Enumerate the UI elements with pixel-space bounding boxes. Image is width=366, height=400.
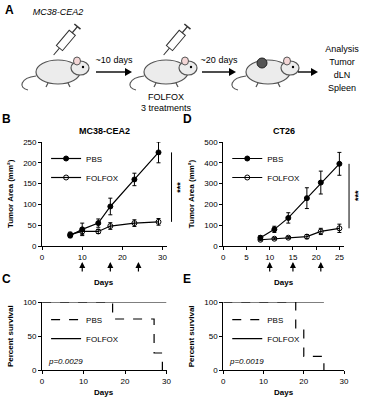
svg-text:100: 100 bbox=[23, 200, 37, 209]
svg-text:Tumor Area (mm²): Tumor Area (mm²) bbox=[187, 159, 196, 228]
svg-text:Days: Days bbox=[94, 388, 114, 397]
svg-text:E: E bbox=[183, 272, 191, 286]
svg-text:0: 0 bbox=[32, 366, 37, 375]
svg-text:PBS: PBS bbox=[267, 155, 283, 164]
svg-text:200: 200 bbox=[204, 200, 218, 209]
svg-text:30: 30 bbox=[162, 377, 171, 386]
svg-text:200: 200 bbox=[23, 159, 37, 168]
svg-text:50: 50 bbox=[209, 332, 218, 341]
svg-text:~10 days: ~10 days bbox=[96, 55, 133, 65]
svg-text:MC38-CEA2: MC38-CEA2 bbox=[33, 7, 84, 17]
svg-text:5: 5 bbox=[244, 253, 249, 262]
svg-text:10: 10 bbox=[79, 377, 88, 386]
svg-text:PBS: PBS bbox=[86, 155, 102, 164]
svg-text:30: 30 bbox=[340, 377, 349, 386]
svg-text:0: 0 bbox=[221, 253, 226, 262]
svg-text:400: 400 bbox=[204, 159, 218, 168]
svg-text:Days: Days bbox=[94, 278, 114, 287]
svg-text:Spleen: Spleen bbox=[328, 83, 356, 93]
svg-text:50: 50 bbox=[28, 221, 37, 230]
svg-text:10: 10 bbox=[259, 377, 268, 386]
svg-text:20: 20 bbox=[299, 377, 308, 386]
svg-text:***: *** bbox=[175, 182, 185, 193]
svg-text:PBS: PBS bbox=[267, 316, 283, 325]
svg-text:C: C bbox=[2, 272, 11, 286]
svg-text:25: 25 bbox=[335, 253, 344, 262]
svg-text:150: 150 bbox=[23, 179, 37, 188]
svg-text:CT26: CT26 bbox=[273, 126, 295, 136]
svg-text:30: 30 bbox=[158, 253, 167, 262]
svg-text:0: 0 bbox=[221, 377, 226, 386]
svg-text:FOLFOX: FOLFOX bbox=[267, 335, 300, 344]
svg-text:Days: Days bbox=[274, 278, 294, 287]
svg-text:100: 100 bbox=[23, 298, 37, 307]
svg-text:250: 250 bbox=[23, 138, 37, 147]
svg-text:MC38-CEA2: MC38-CEA2 bbox=[79, 126, 130, 136]
svg-text:0: 0 bbox=[32, 242, 37, 251]
svg-text:100: 100 bbox=[204, 221, 218, 230]
svg-text:0: 0 bbox=[213, 366, 218, 375]
svg-text:300: 300 bbox=[204, 179, 218, 188]
svg-text:0: 0 bbox=[213, 242, 218, 251]
svg-text:Percent survival: Percent survival bbox=[6, 305, 15, 367]
svg-text:50: 50 bbox=[28, 332, 37, 341]
svg-text:***: *** bbox=[353, 190, 363, 201]
svg-text:20: 20 bbox=[118, 253, 127, 262]
svg-text:10: 10 bbox=[265, 253, 274, 262]
svg-text:0: 0 bbox=[40, 377, 45, 386]
svg-text:Tumor Area (mm²): Tumor Area (mm²) bbox=[6, 159, 15, 228]
svg-text:20: 20 bbox=[121, 377, 130, 386]
svg-text:~20 days: ~20 days bbox=[201, 55, 238, 65]
svg-text:D: D bbox=[183, 112, 192, 126]
svg-text:p=0.0019: p=0.0019 bbox=[229, 357, 264, 366]
svg-text:500: 500 bbox=[204, 138, 218, 147]
svg-text:FOLFOX: FOLFOX bbox=[86, 335, 119, 344]
svg-text:FOLFOX: FOLFOX bbox=[267, 174, 300, 183]
svg-text:Analysis: Analysis bbox=[325, 44, 359, 54]
svg-text:Percent survival: Percent survival bbox=[187, 305, 196, 367]
svg-text:10: 10 bbox=[78, 253, 87, 262]
svg-text:0: 0 bbox=[40, 253, 45, 262]
svg-text:FOLFOX: FOLFOX bbox=[86, 174, 119, 183]
svg-text:dLN: dLN bbox=[334, 70, 351, 80]
svg-text:Days: Days bbox=[274, 388, 294, 397]
svg-text:A: A bbox=[5, 3, 14, 17]
svg-text:3 treatments: 3 treatments bbox=[141, 103, 192, 113]
svg-text:PBS: PBS bbox=[86, 316, 102, 325]
svg-text:100: 100 bbox=[204, 298, 218, 307]
svg-text:B: B bbox=[2, 112, 11, 126]
svg-text:p=0.0029: p=0.0029 bbox=[48, 357, 83, 366]
svg-text:Tumor: Tumor bbox=[329, 57, 355, 67]
svg-text:15: 15 bbox=[288, 253, 297, 262]
svg-text:FOLFOX: FOLFOX bbox=[148, 92, 184, 102]
svg-text:20: 20 bbox=[312, 253, 321, 262]
